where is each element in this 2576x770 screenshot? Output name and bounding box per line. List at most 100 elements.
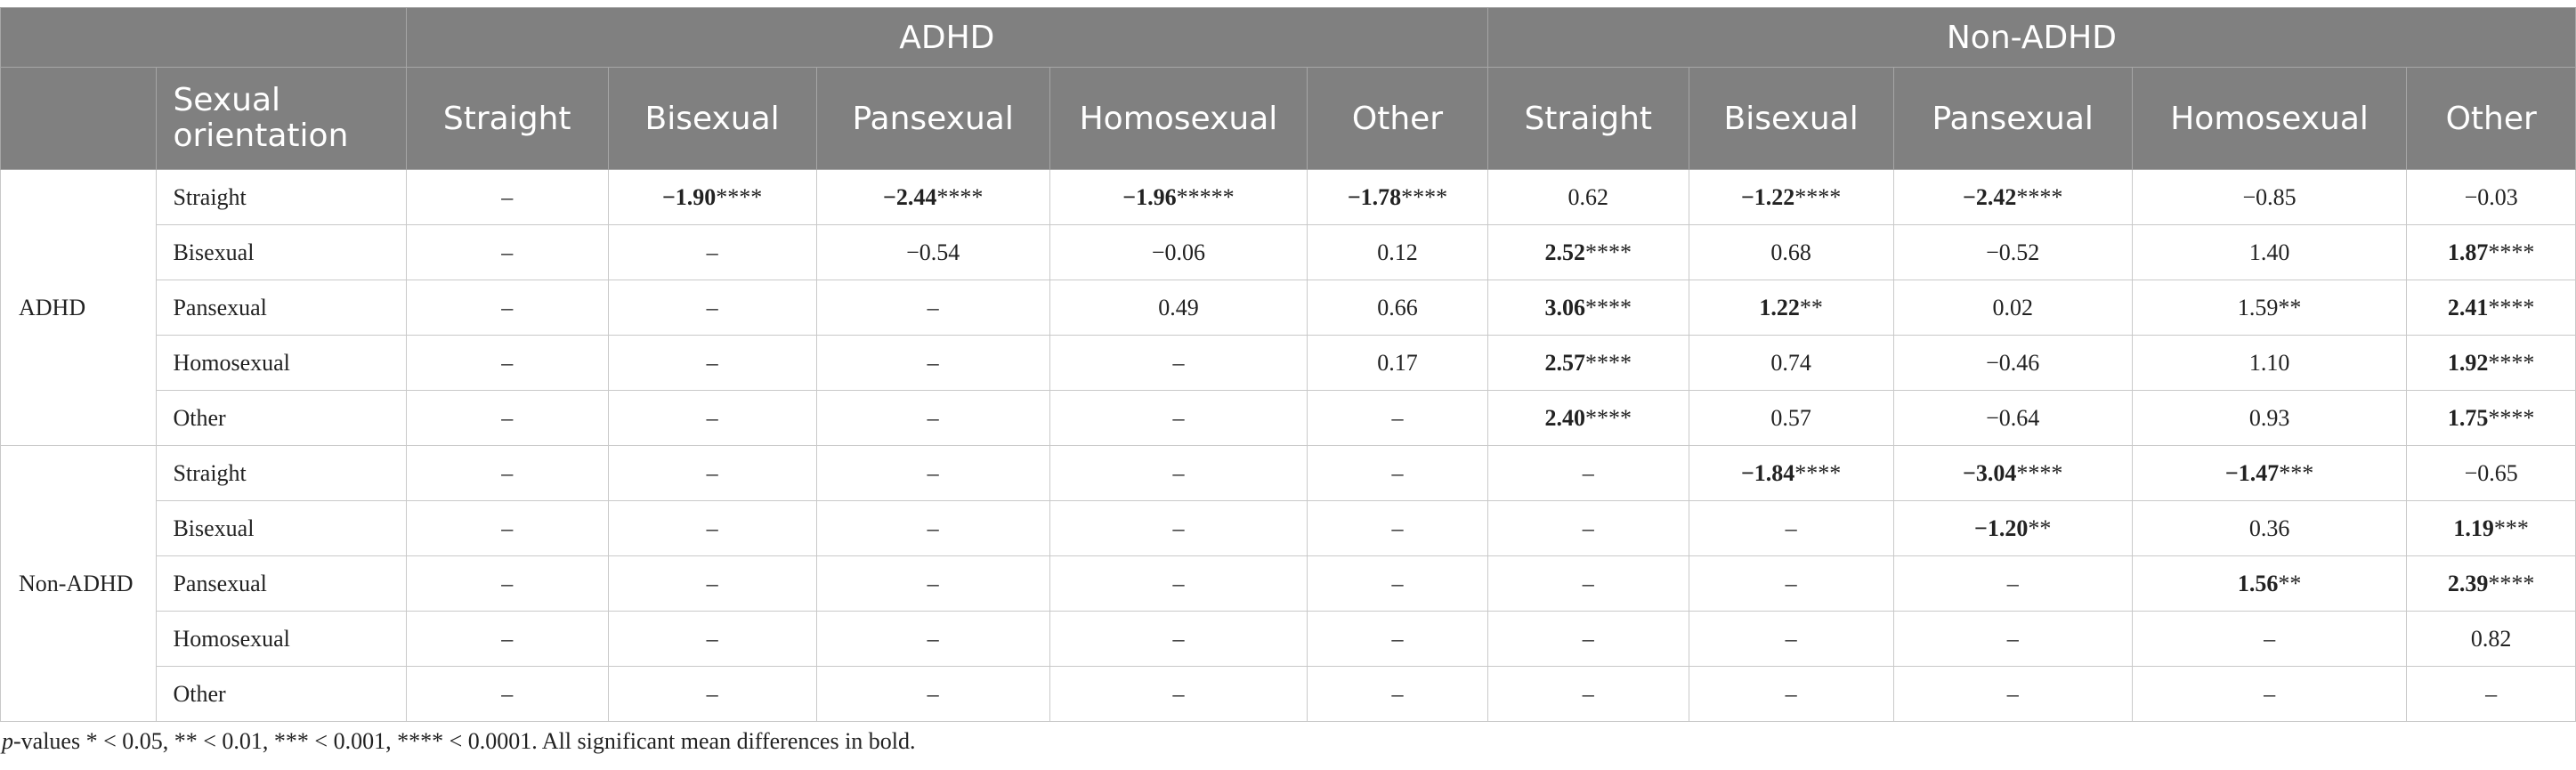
cell-value: – (501, 239, 514, 265)
cell-value: – (1785, 515, 1797, 541)
table-cell: – (815, 555, 1050, 612)
table-cell: – (1307, 390, 1488, 446)
column-header-row: Sexual orientation Straight Bisexual Pan… (0, 67, 2576, 170)
cell-value: – (927, 459, 939, 486)
table-body: ADHD Straight – −1.90**** −2.44**** −1.96****… (0, 169, 2576, 722)
table-cell: – (1892, 555, 2133, 612)
cell-value: −3.04 (1963, 459, 2017, 486)
significance-stars: **** (2488, 570, 2535, 596)
table-cell: −0.03 (2406, 169, 2576, 225)
table-cell: 0.49 (1049, 280, 1308, 336)
table-cell: −0.52 (1892, 224, 2133, 280)
table-cell: – (1486, 666, 1689, 722)
table-cell: – (405, 280, 609, 336)
cell-value: – (501, 459, 514, 486)
table-cell: −0.46 (1892, 335, 2133, 391)
table-cell: 0.68 (1688, 224, 1894, 280)
table-cell: – (1688, 555, 1894, 612)
cell-value: −0.65 (2464, 459, 2518, 486)
table-row: Non-ADHD Straight – – – – – – −1.84**** −3.04****… (0, 445, 2576, 722)
cell-value: 1.40 (2248, 239, 2290, 265)
cell-value: 1.56 (2237, 570, 2279, 596)
significance-stars: **** (2488, 294, 2535, 320)
cell-value: 0.62 (1567, 183, 1609, 210)
table-cell: – (607, 224, 817, 280)
cell-value: −1.22 (1740, 183, 1795, 210)
table-cell: – (405, 445, 609, 501)
significance-stars: **** (1794, 183, 1842, 210)
table-cell: – (1049, 390, 1308, 446)
cell-value: 0.82 (2470, 625, 2512, 652)
significance-stars: **** (1585, 349, 1632, 376)
table-cell: – (815, 335, 1050, 391)
table-cell: 1.92**** (2406, 335, 2576, 391)
cell-value: 0.66 (1377, 294, 1418, 320)
significance-stars: ***** (1176, 183, 1235, 210)
table-cell: – (607, 445, 817, 501)
cell-value: 2.41 (2447, 294, 2489, 320)
table-cell: – (607, 666, 817, 722)
significance-stars: **** (1401, 183, 1448, 210)
table-cell: – (607, 500, 817, 556)
table-cell: 1.22** (1688, 280, 1894, 336)
table-cell: – (1486, 445, 1689, 501)
cell-value: 0.36 (2248, 515, 2290, 541)
table-cell: 2.41**** (2406, 280, 2576, 336)
cell-value: – (1172, 680, 1185, 707)
table-cell: – (815, 611, 1050, 667)
cell-value: 2.52 (1544, 239, 1586, 265)
table-cell: – (607, 280, 817, 336)
table-cell: – (405, 666, 609, 722)
table-cell: – (1307, 666, 1488, 722)
cell-value: – (2006, 625, 2019, 652)
cell-value: 0.02 (1992, 294, 2033, 320)
table-cell: – (1049, 611, 1308, 667)
significance-stars: *** (2279, 459, 2314, 486)
table-cell: −1.22**** (1688, 169, 1894, 225)
significance-stars: **** (2488, 239, 2535, 265)
cell-value: – (501, 294, 514, 320)
table-cell: – (1688, 500, 1894, 556)
cell-value: – (1172, 404, 1185, 431)
table-cell: 1.59** (2131, 280, 2408, 336)
table-footnote: p-values * < 0.05, ** < 0.01, *** < 0.00… (2, 728, 916, 755)
table-cell: 0.17 (1307, 335, 1488, 391)
table-cell: 0.57 (1688, 390, 1894, 446)
column-header: Bisexual (1688, 67, 1894, 170)
cell-value: – (2006, 680, 2019, 707)
cell-value: −1.90 (661, 183, 717, 210)
table-cell: 1.56** (2131, 555, 2408, 612)
table-cell: −0.06 (1049, 224, 1308, 280)
cell-value: – (1582, 515, 1594, 541)
footnote-p: p (2, 728, 13, 754)
cell-value: – (706, 349, 718, 376)
table-row: Pansexual – – – – – – – –1.56** 2.39**** (1, 555, 2576, 612)
cell-value: – (927, 680, 939, 707)
table-row: Pansexual – – –0.49 0.66 3.06**** 1.22** 0.02 1.… (1, 280, 2576, 336)
cell-value: 2.39 (2447, 570, 2489, 596)
cell-value: – (1391, 570, 1404, 596)
group-label: ADHD (0, 169, 158, 446)
table-cell: −0.64 (1892, 390, 2133, 446)
table-cell: 0.82 (2406, 611, 2576, 667)
significance-stars: **** (2016, 459, 2063, 486)
table-cell: 2.40**** (1486, 390, 1689, 446)
table-cell: 0.74 (1688, 335, 1894, 391)
significance-stars: **** (2016, 183, 2063, 210)
table-cell: – (1307, 611, 1488, 667)
cell-value: 1.87 (2447, 239, 2489, 265)
table-cell: – (405, 224, 609, 280)
table-cell: −1.78**** (1307, 169, 1488, 225)
table-cell: – (1049, 335, 1308, 391)
cell-value: – (706, 294, 718, 320)
cell-value: – (1582, 680, 1594, 707)
table-cell: – (2406, 666, 2576, 722)
significance-stars: **** (1585, 294, 1632, 320)
cell-value: −0.03 (2464, 183, 2518, 210)
table-row: ADHD Straight – −1.90**** −2.44**** −1.96****… (0, 169, 2576, 446)
cell-value: −0.52 (1986, 239, 2040, 265)
cell-value: – (1391, 680, 1404, 707)
table-cell: 1.75**** (2406, 390, 2576, 446)
cell-value: −0.85 (2242, 183, 2297, 210)
table-cell: – (1307, 555, 1488, 612)
